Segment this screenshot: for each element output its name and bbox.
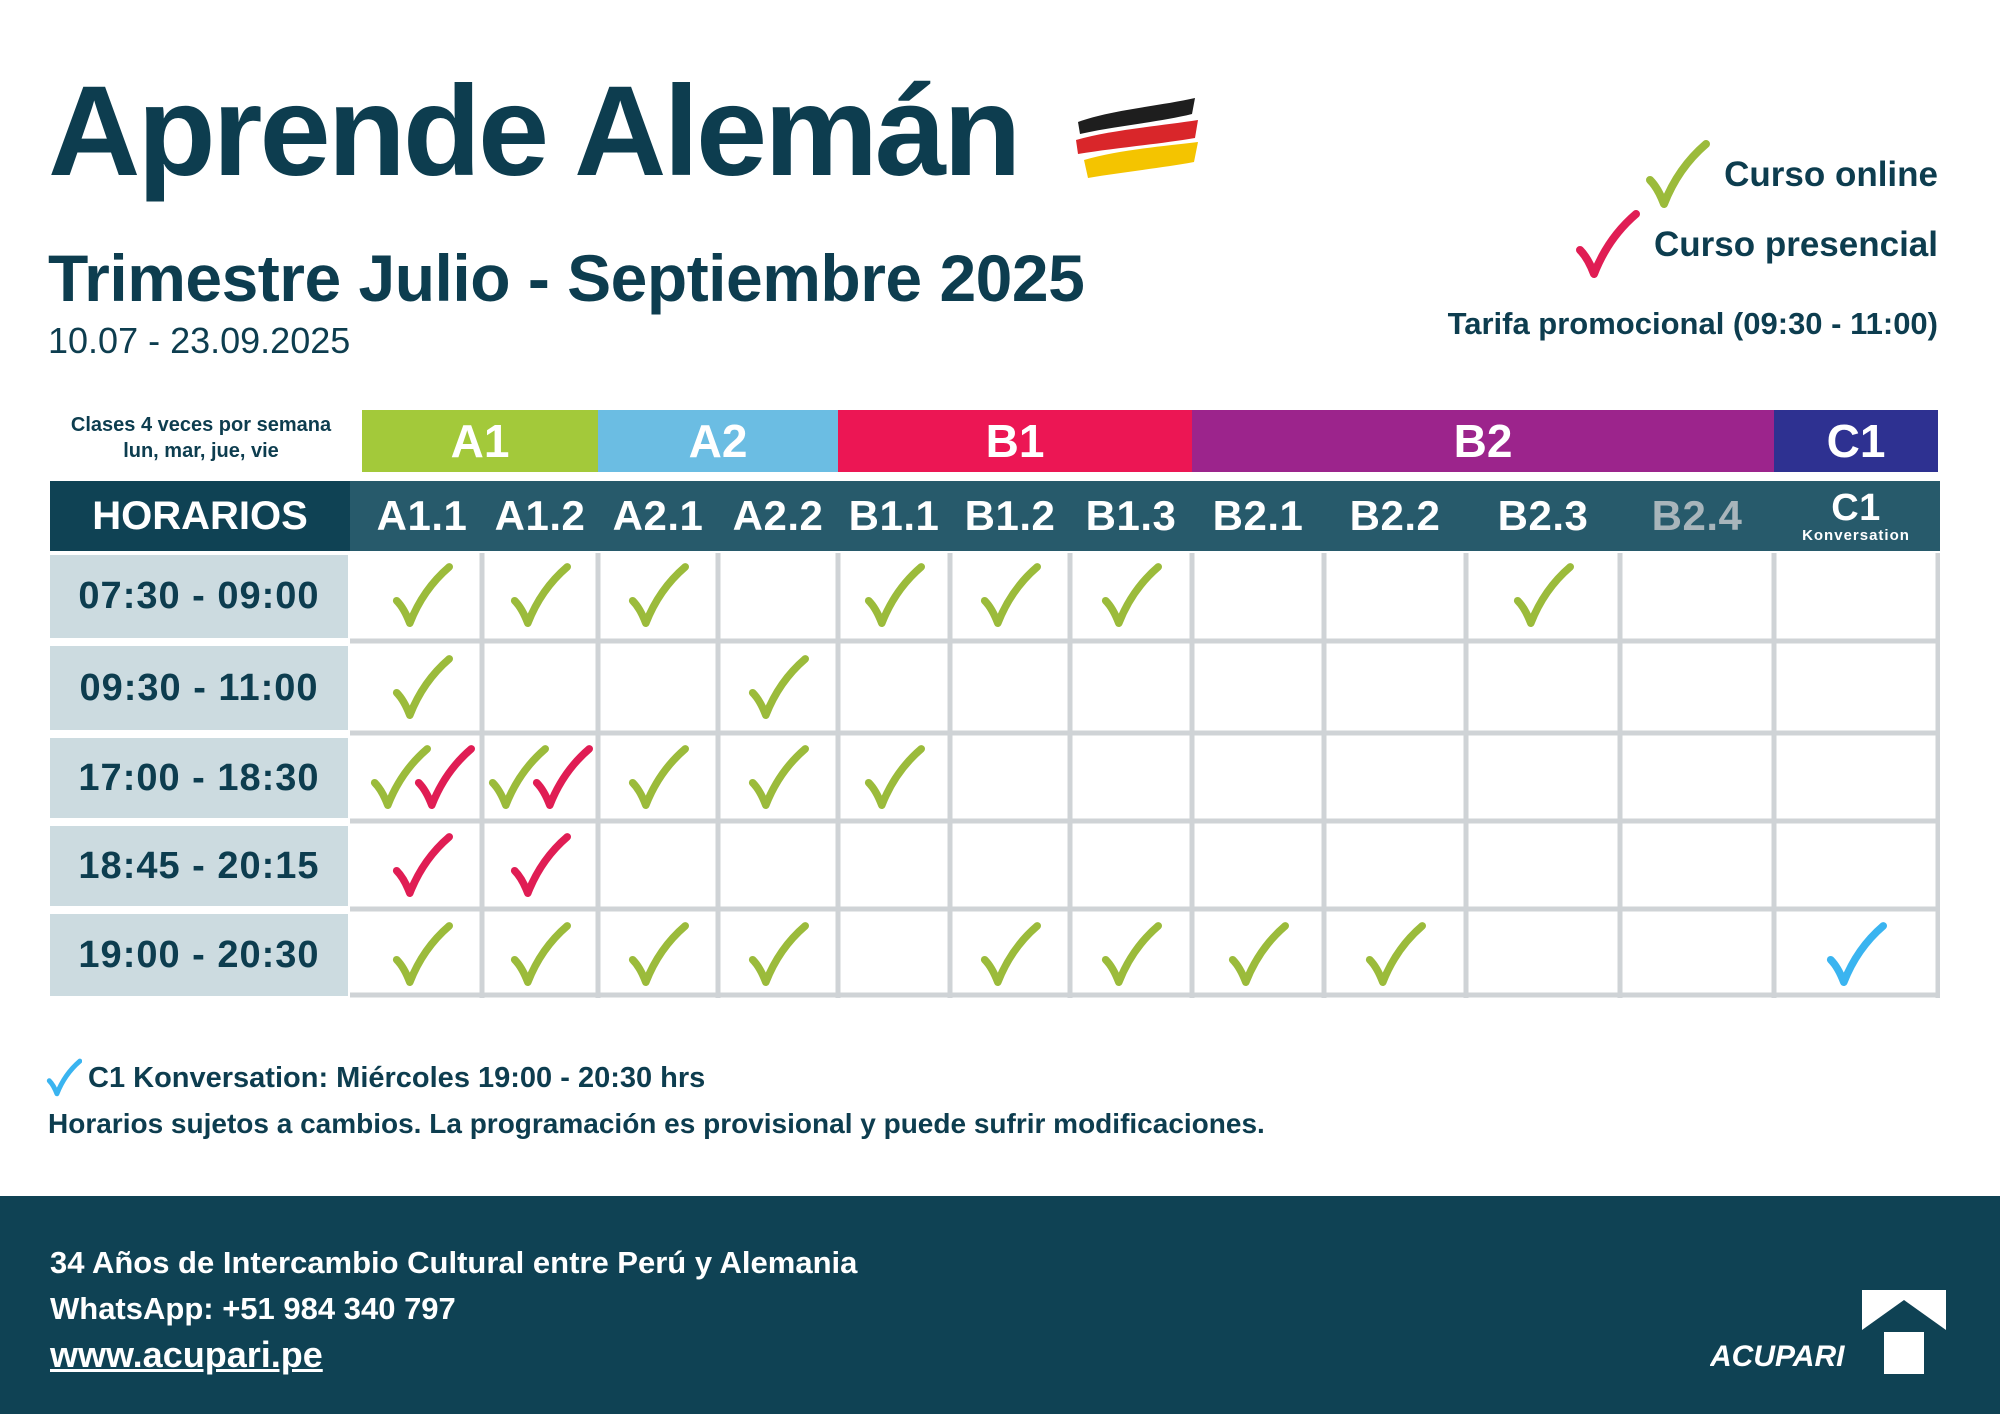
col-b2-4: B2.4	[1651, 492, 1743, 539]
level-c1-header: C1	[1774, 410, 1938, 472]
col-b2-2: B2.2	[1349, 492, 1441, 539]
term-subtitle: Trimestre Julio - Septiembre 2025	[48, 241, 1085, 315]
frequency-line-1: Clases 4 veces por semana	[70, 414, 332, 436]
level-a2-header: A2	[598, 410, 838, 472]
course-header-strip	[350, 481, 1940, 551]
col-a2-2: A2.2	[732, 492, 824, 539]
footer-years-text: 34 Años de Intercambio Cultural entre Pe…	[50, 1245, 858, 1280]
red-check-icon	[1576, 210, 1640, 278]
legend-presencial: Curso presencial	[1574, 210, 1938, 280]
level-b2-header: B2	[1192, 410, 1774, 472]
col-b2-1: B2.1	[1212, 492, 1304, 539]
col-a1-1: A1.1	[376, 492, 468, 539]
legend-online: Curso online	[1644, 140, 1938, 210]
horarios-header: HORARIOS	[50, 481, 350, 551]
col-b1-3: B1.3	[1085, 492, 1177, 539]
frequency-line-2: lun, mar, jue, vie	[123, 440, 279, 462]
german-flag-icon	[1076, 98, 1198, 178]
level-a1-header: A1	[362, 410, 598, 472]
footer	[0, 1196, 2000, 1414]
col-b2-3: B2.3	[1497, 492, 1589, 539]
legend-online-label: Curso online	[1724, 155, 1938, 194]
page-title: Aprende Alemán	[48, 60, 1021, 203]
c1-note: C1 Konversation: Miércoles 19:00 - 20:30…	[46, 1058, 705, 1098]
time-slot-2: 09:30 - 11:00	[50, 646, 348, 730]
c1-note-text: C1 Konversation: Miércoles 19:00 - 20:30…	[88, 1061, 706, 1094]
time-slot-3: 17:00 - 18:30	[50, 738, 348, 818]
col-c1-label: C1	[1831, 487, 1881, 529]
footer-whatsapp[interactable]: WhatsApp: +51 984 340 797	[50, 1291, 456, 1326]
col-b1-1: B1.1	[848, 492, 940, 539]
legend-presencial-label: Curso presencial	[1654, 225, 1938, 264]
green-check-icon	[1646, 140, 1711, 208]
col-c1: C1 Konversation	[1774, 481, 1938, 551]
col-b1-2: B1.2	[964, 492, 1056, 539]
frequency-note: Clases 4 veces por semana lun, mar, jue,…	[46, 412, 356, 464]
acupari-logo: ACUPARI	[1710, 1290, 1946, 1374]
time-slot-4: 18:45 - 20:15	[50, 826, 348, 906]
footer-website-link[interactable]: www.acupari.pe	[50, 1334, 323, 1375]
legend-tarifa: Tarifa promocional (09:30 - 11:00)	[1447, 306, 1938, 341]
level-b1-header: B1	[838, 410, 1192, 472]
svg-text:ACUPARI: ACUPARI	[1710, 1340, 1845, 1373]
time-slot-5: 19:00 - 20:30	[50, 914, 348, 996]
col-a2-1: A2.1	[612, 492, 704, 539]
schedule-disclaimer: Horarios sujetos a cambios. La programac…	[48, 1108, 1265, 1139]
term-dates: 10.07 - 23.09.2025	[48, 320, 351, 361]
grid-lines	[350, 553, 1940, 998]
blue-check-icon	[46, 1058, 82, 1097]
schedule-grid	[350, 553, 1940, 998]
col-a1-2: A1.2	[494, 492, 586, 539]
time-slot-1: 07:30 - 09:00	[50, 555, 348, 638]
col-c1-sublabel: Konversation	[1802, 527, 1910, 544]
